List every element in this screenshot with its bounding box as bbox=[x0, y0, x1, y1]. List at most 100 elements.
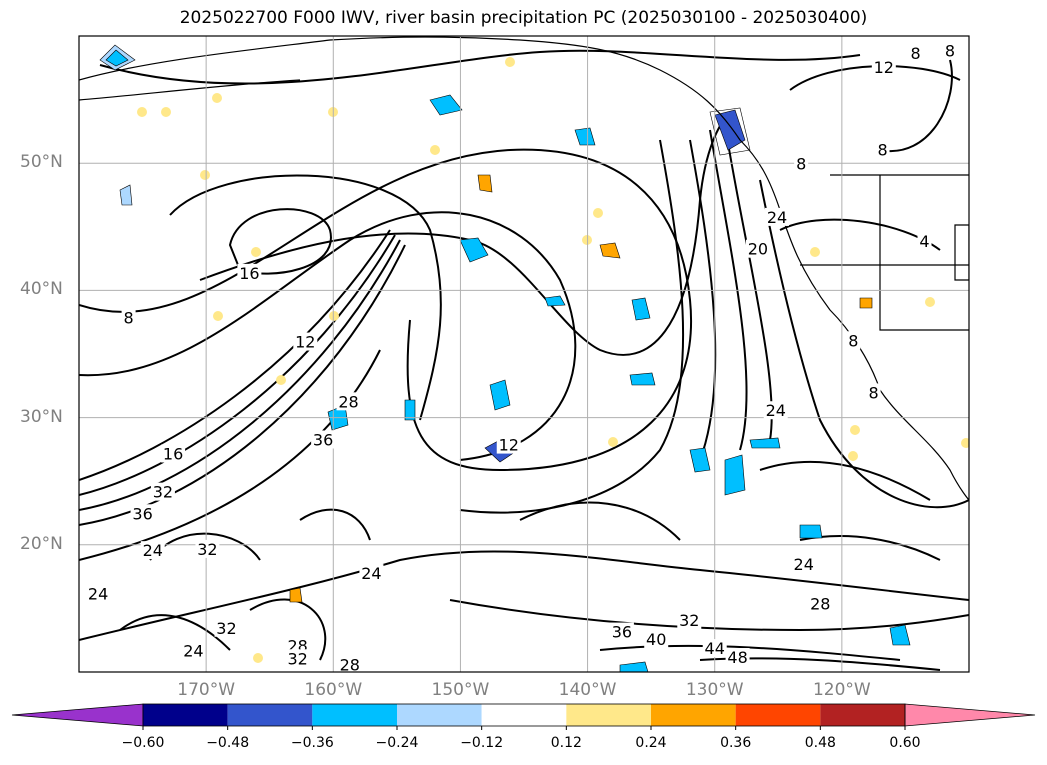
longitude-label: 170°W bbox=[177, 680, 236, 700]
colorbar-tick-label: 0.60 bbox=[889, 735, 921, 751]
colorbar-tick-label: 0.12 bbox=[550, 735, 582, 751]
contour-label: 32 bbox=[216, 619, 236, 638]
contour-label-bg bbox=[917, 232, 932, 251]
contour-label-bg bbox=[702, 639, 727, 658]
contour-label-bg bbox=[791, 555, 816, 574]
contour-label-bg bbox=[336, 392, 361, 411]
contour-label-bg bbox=[496, 435, 521, 454]
precipitation-anomaly-blobs bbox=[99, 44, 911, 672]
contour-label-bg bbox=[214, 618, 239, 637]
contour-label: 8 bbox=[123, 308, 133, 327]
latitude-label: 40°N bbox=[20, 279, 63, 300]
colorbar-segment bbox=[312, 704, 397, 726]
contour-label: 44 bbox=[705, 639, 725, 658]
longitude-label: 130°W bbox=[685, 680, 744, 700]
contour-label-bg bbox=[644, 630, 669, 649]
contour-label: 36 bbox=[313, 430, 333, 449]
contour-label-bg bbox=[871, 57, 896, 76]
contour-label: 8 bbox=[869, 383, 879, 402]
colorbar-tick-label: 0.48 bbox=[804, 735, 836, 751]
contour-label-bg bbox=[677, 611, 702, 630]
colorbar-tick-label: −0.24 bbox=[375, 735, 419, 751]
coastlines bbox=[79, 36, 969, 501]
colorbar-tick-label: 0.36 bbox=[720, 735, 752, 751]
contour-label-bg bbox=[794, 154, 809, 173]
colorbar-tick-label: −0.60 bbox=[121, 735, 165, 751]
contour-label: 24 bbox=[183, 642, 203, 661]
map-frame bbox=[78, 35, 970, 673]
contour-label-bg bbox=[86, 584, 111, 603]
contour-label: 8 bbox=[877, 140, 887, 159]
contour-label-bg bbox=[875, 140, 890, 159]
colorbar-tick-label: −0.48 bbox=[206, 735, 250, 751]
contour-label-bg bbox=[745, 239, 770, 258]
colorbar-segment bbox=[143, 704, 228, 726]
contour-label: 4 bbox=[919, 232, 929, 251]
contour-label-bg bbox=[337, 655, 362, 674]
colorbar-extend-low bbox=[11, 703, 144, 727]
longitude-label: 150°W bbox=[431, 680, 490, 700]
contour-label: 36 bbox=[612, 623, 632, 642]
contour-label-bg bbox=[150, 482, 175, 501]
contour-label: 16 bbox=[163, 444, 183, 463]
contour-label-bg bbox=[846, 331, 861, 350]
longitude-label: 140°W bbox=[558, 680, 617, 700]
contour-label-layer: 128 8884168122024882836241216323632242424… bbox=[86, 41, 957, 675]
contour-label: 32 bbox=[288, 649, 308, 668]
latitude-label: 30°N bbox=[20, 406, 63, 427]
contour-label-bg bbox=[763, 401, 788, 420]
colorbar-tick-label: −0.36 bbox=[290, 735, 334, 751]
longitude-label: 160°W bbox=[304, 680, 363, 700]
contour-label: 16 bbox=[239, 264, 259, 283]
longitude-label: 120°W bbox=[812, 680, 871, 700]
colorbar-segment bbox=[820, 704, 905, 726]
contour-label-bg bbox=[140, 541, 165, 560]
contour-label-bg bbox=[866, 383, 881, 402]
contour-label-bg bbox=[942, 41, 957, 60]
contour-label: 8 bbox=[796, 154, 806, 173]
contour-label-bg bbox=[311, 430, 336, 449]
contour-label: 12 bbox=[499, 436, 519, 455]
colorbar-tick-label: −0.12 bbox=[460, 735, 504, 751]
contour-label: 40 bbox=[646, 630, 666, 649]
contour-label: 28 bbox=[338, 392, 358, 411]
map-title: 2025022700 F000 IWV, river basin precipi… bbox=[179, 8, 868, 28]
contour-label: 12 bbox=[874, 58, 894, 77]
contour-label-bg bbox=[161, 444, 186, 463]
contour-label-bg bbox=[285, 649, 310, 668]
contour-label-bg bbox=[181, 641, 206, 660]
colorbar bbox=[11, 703, 1036, 730]
small-yellow-markers bbox=[137, 57, 969, 663]
contour-label: 24 bbox=[766, 401, 786, 420]
contour-label: 8 bbox=[911, 44, 921, 63]
colorbar-segment bbox=[651, 704, 736, 726]
colorbar-frame bbox=[142, 703, 906, 727]
colorbar-segment bbox=[397, 704, 482, 726]
contour-label: 24 bbox=[361, 564, 381, 583]
contour-label: 12 bbox=[295, 333, 315, 352]
contour-label: 32 bbox=[153, 483, 173, 502]
contour-label-bg bbox=[237, 263, 262, 282]
iwv-contours bbox=[79, 49, 969, 671]
contour-label: 24 bbox=[143, 541, 163, 560]
contour-label-bg bbox=[195, 539, 220, 558]
contour-label-bg bbox=[130, 504, 155, 523]
contour-label-bg bbox=[293, 332, 318, 351]
contour-label-bg bbox=[908, 43, 923, 62]
contour-label: 36 bbox=[132, 504, 152, 523]
contour-label: 8 bbox=[848, 331, 858, 350]
colorbar-segment bbox=[481, 704, 567, 726]
colorbar-segment bbox=[735, 704, 821, 726]
latitude-label: 50°N bbox=[20, 152, 63, 173]
contour-label-bg bbox=[725, 648, 750, 667]
contour-label: 8 bbox=[945, 41, 955, 60]
contour-label: 24 bbox=[767, 208, 787, 227]
contour-label: 24 bbox=[794, 555, 814, 574]
contour-label-bg bbox=[808, 594, 833, 613]
colorbar-tick-label: 0.24 bbox=[635, 735, 667, 751]
contour-label-bg bbox=[765, 207, 790, 226]
contour-label-bg bbox=[121, 308, 136, 327]
contour-label-bg bbox=[359, 564, 384, 583]
contour-label: 28 bbox=[810, 595, 830, 614]
